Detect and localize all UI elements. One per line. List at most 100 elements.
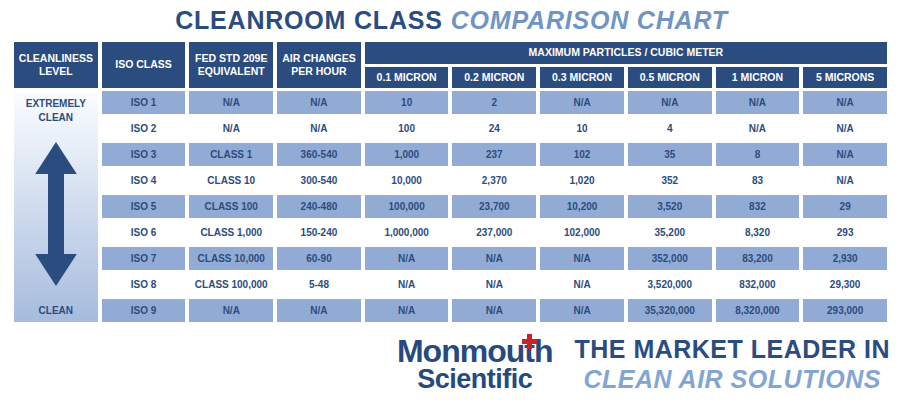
table-cell: 100 bbox=[365, 117, 449, 140]
table-cell: 293 bbox=[803, 221, 887, 244]
table-cell: 83 bbox=[716, 169, 800, 192]
table-cell: 1,020 bbox=[540, 169, 624, 192]
table-cell: N/A bbox=[803, 91, 887, 114]
table-cell: N/A bbox=[189, 299, 273, 322]
table-cell: N/A bbox=[540, 299, 624, 322]
table-cell: ISO 3 bbox=[102, 143, 186, 166]
table-cell: N/A bbox=[452, 299, 536, 322]
col-header-micron-1: 1 MICRON bbox=[716, 67, 800, 88]
table-cell: 10 bbox=[365, 91, 449, 114]
table-cell: 60-90 bbox=[277, 247, 361, 270]
table-cell: 4 bbox=[628, 117, 712, 140]
table-cell: N/A bbox=[365, 247, 449, 270]
table-cell: N/A bbox=[365, 299, 449, 322]
cleanliness-scale-panel: EXTREMELY CLEAN CLEAN bbox=[14, 91, 98, 322]
brand-name-line2: Scientific bbox=[397, 367, 553, 392]
table-cell: N/A bbox=[189, 117, 273, 140]
table-cell: 35 bbox=[628, 143, 712, 166]
title-main: CLEANROOM CLASS bbox=[175, 6, 443, 34]
table-cell: N/A bbox=[716, 117, 800, 140]
table-cell: N/A bbox=[540, 247, 624, 270]
table-cell: CLASS 100 bbox=[189, 195, 273, 218]
col-header-iso-class: ISO CLASS bbox=[102, 42, 186, 88]
col-header-cleanliness-level: CLEANLINESS LEVEL bbox=[14, 42, 98, 88]
table-cell: 352 bbox=[628, 169, 712, 192]
table-cell: 352,000 bbox=[628, 247, 712, 270]
table-cell: 2 bbox=[452, 91, 536, 114]
tagline-line1: THE MARKET LEADER IN bbox=[574, 335, 890, 365]
table-cell: 100,000 bbox=[365, 195, 449, 218]
table-cell: N/A bbox=[628, 91, 712, 114]
cleanliness-arrow-icon bbox=[32, 124, 80, 304]
table-cell: N/A bbox=[803, 143, 887, 166]
table-cell: 83,200 bbox=[716, 247, 800, 270]
table-cell: 832,000 bbox=[716, 273, 800, 296]
tagline-line2: CLEAN AIR SOLUTIONS bbox=[574, 365, 890, 395]
table-cell: 5-48 bbox=[277, 273, 361, 296]
page-title: CLEANROOM CLASS COMPARISON CHART bbox=[0, 0, 903, 35]
table-cell: CLASS 1,000 bbox=[189, 221, 273, 244]
footer: Monmouth Scientific THE MARKET LEADER IN… bbox=[397, 335, 890, 394]
table-cell: N/A bbox=[277, 117, 361, 140]
table-cell: 23,700 bbox=[452, 195, 536, 218]
table-cell: 300-540 bbox=[277, 169, 361, 192]
table-cell: 10 bbox=[540, 117, 624, 140]
brand-plus-icon: t bbox=[524, 337, 534, 366]
tagline: THE MARKET LEADER IN CLEAN AIR SOLUTIONS bbox=[574, 335, 890, 394]
table-cell: 293,000 bbox=[803, 299, 887, 322]
table-cell: 1,000 bbox=[365, 143, 449, 166]
table-cell: 35,320,000 bbox=[628, 299, 712, 322]
table-cell: CLASS 1 bbox=[189, 143, 273, 166]
group-header-max-particles: MAXIMUM PARTICLES / CUBIC METER bbox=[365, 42, 887, 64]
table-cell: ISO 7 bbox=[102, 247, 186, 270]
table-cell: 8,320,000 bbox=[716, 299, 800, 322]
table-cell: ISO 9 bbox=[102, 299, 186, 322]
table-cell: 240-480 bbox=[277, 195, 361, 218]
comparison-table: CLEANLINESS LEVEL ISO CLASS FED STD 209E… bbox=[14, 42, 887, 322]
col-header-micron-02: 0.2 MICRON bbox=[452, 67, 536, 88]
scale-label-extremely-clean: EXTREMELY CLEAN bbox=[21, 97, 91, 124]
table-cell: N/A bbox=[277, 299, 361, 322]
table-cell: 102,000 bbox=[540, 221, 624, 244]
col-header-fed-std-209e: FED STD 209E EQUIVALENT bbox=[189, 42, 273, 88]
table-cell: 150-240 bbox=[277, 221, 361, 244]
table-cell: ISO 5 bbox=[102, 195, 186, 218]
table-cell: ISO 4 bbox=[102, 169, 186, 192]
table-cell: CLASS 10 bbox=[189, 169, 273, 192]
page: CLEANROOM CLASS COMPARISON CHART CLEANLIN… bbox=[0, 0, 903, 403]
table-cell: 8 bbox=[716, 143, 800, 166]
table-cell: ISO 6 bbox=[102, 221, 186, 244]
table-cell: 10,000 bbox=[365, 169, 449, 192]
table-cell: 102 bbox=[540, 143, 624, 166]
table-cell: N/A bbox=[452, 247, 536, 270]
table-cell: 29,300 bbox=[803, 273, 887, 296]
table-cell: CLASS 10,000 bbox=[189, 247, 273, 270]
table-cell: N/A bbox=[365, 273, 449, 296]
table-cell: 8,320 bbox=[716, 221, 800, 244]
table-cell: N/A bbox=[803, 117, 887, 140]
table-cell: 2,370 bbox=[452, 169, 536, 192]
col-header-air-changes: AIR CHANGES PER HOUR bbox=[277, 42, 361, 88]
table-cell: N/A bbox=[189, 91, 273, 114]
table-cell: ISO 2 bbox=[102, 117, 186, 140]
title-accent: COMPARISON CHART bbox=[451, 6, 728, 34]
scale-label-clean: CLEAN bbox=[21, 304, 91, 318]
table-cell: 3,520 bbox=[628, 195, 712, 218]
table-cell: N/A bbox=[540, 91, 624, 114]
table-cell: 24 bbox=[452, 117, 536, 140]
table-cell: N/A bbox=[716, 91, 800, 114]
table-cell: N/A bbox=[803, 169, 887, 192]
table-cell: 10,200 bbox=[540, 195, 624, 218]
table-cell: 237,000 bbox=[452, 221, 536, 244]
col-header-micron-05: 0.5 MICRON bbox=[628, 67, 712, 88]
table-cell: 832 bbox=[716, 195, 800, 218]
col-header-micron-01: 0.1 MICRON bbox=[365, 67, 449, 88]
table-cell: N/A bbox=[540, 273, 624, 296]
table-cell: 360-540 bbox=[277, 143, 361, 166]
table-cell: 29 bbox=[803, 195, 887, 218]
table-cell: 35,200 bbox=[628, 221, 712, 244]
brand-name-line1: Monmouth bbox=[397, 337, 553, 366]
table-cell: ISO 8 bbox=[102, 273, 186, 296]
brand-logo: Monmouth Scientific bbox=[397, 337, 553, 391]
col-header-micron-03: 0.3 MICRON bbox=[540, 67, 624, 88]
